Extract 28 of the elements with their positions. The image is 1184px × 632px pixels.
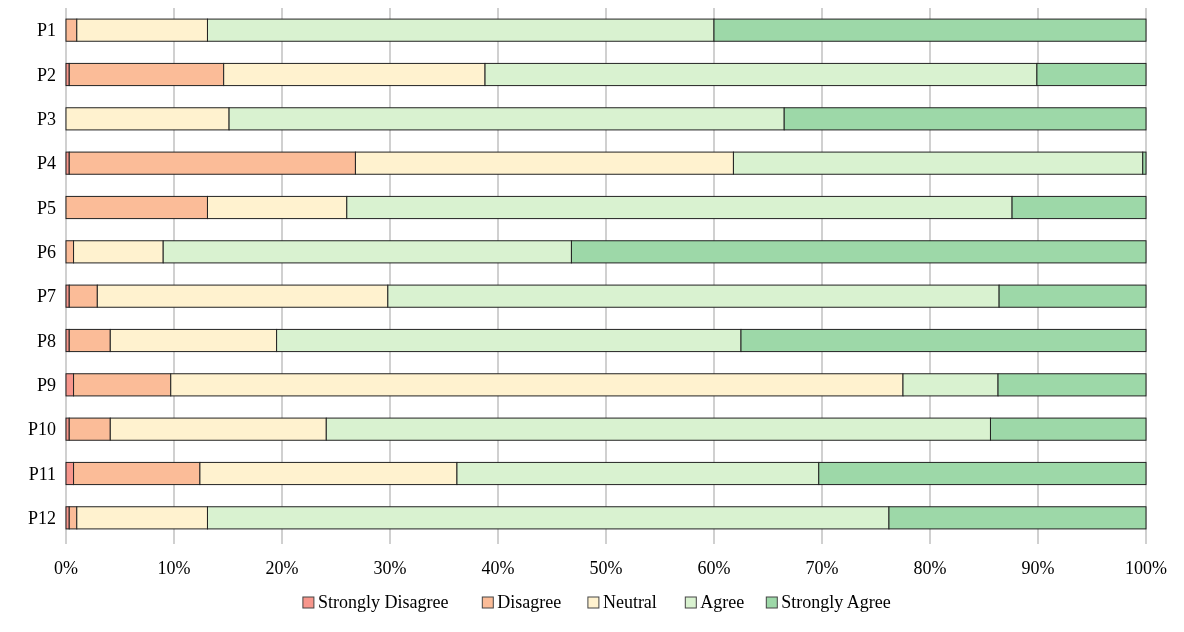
x-tick-label: 20% bbox=[265, 558, 299, 578]
x-tick-label: 80% bbox=[913, 558, 947, 578]
y-tick-label: P7 bbox=[36, 286, 56, 307]
x-tick-label: 40% bbox=[481, 558, 515, 578]
y-tick-label: P1 bbox=[36, 20, 56, 41]
legend-label: Strongly Disagree bbox=[317, 592, 449, 612]
legend-label: Strongly Agree bbox=[781, 592, 891, 612]
x-tick-label: 90% bbox=[1021, 558, 1055, 578]
y-tick-label: P3 bbox=[36, 109, 56, 130]
y-tick-label: P10 bbox=[27, 419, 56, 440]
y-tick-label: P4 bbox=[36, 153, 56, 174]
x-tick-label: 0% bbox=[54, 558, 78, 578]
y-tick-label: P9 bbox=[36, 375, 56, 396]
x-tick-label: 60% bbox=[697, 558, 731, 578]
y-tick-label: P5 bbox=[36, 197, 56, 218]
x-tick-label: 30% bbox=[373, 558, 407, 578]
x-tick-label: 70% bbox=[805, 558, 839, 578]
x-tick-label: 50% bbox=[589, 558, 623, 578]
legend-label: Disagree bbox=[497, 592, 562, 612]
x-tick-label: 100% bbox=[1125, 558, 1167, 578]
x-tick-label: 10% bbox=[157, 558, 191, 578]
y-tick-label: P8 bbox=[36, 330, 56, 351]
y-tick-label: P6 bbox=[36, 242, 56, 263]
y-tick-label: P2 bbox=[36, 64, 56, 85]
y-tick-label: P12 bbox=[27, 508, 56, 529]
legend-label: Agree bbox=[700, 592, 745, 612]
legend-label: Neutral bbox=[602, 592, 657, 612]
y-tick-label: P11 bbox=[28, 463, 56, 484]
